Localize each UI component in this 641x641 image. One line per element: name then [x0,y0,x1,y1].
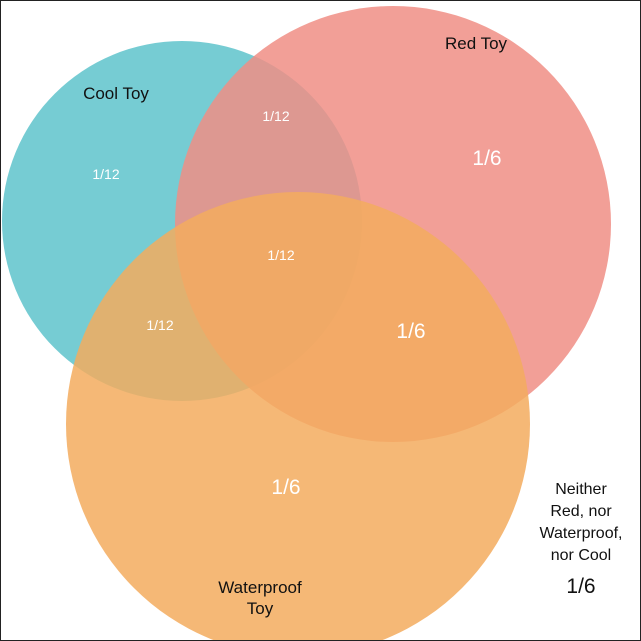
region-red-only: 1/6 [472,147,501,170]
region-cool-and-red: 1/12 [262,108,289,124]
outside-label-line4: nor Cool [551,547,611,564]
outside-label-line3: Waterproof, [540,525,623,542]
waterproof-toy-label-line1: Waterproof [218,578,302,597]
region-waterproof-only: 1/6 [271,476,300,499]
red-toy-label: Red Toy [445,34,508,53]
waterproof-toy-label-line2: Toy [247,599,274,618]
outside-label-line1: Neither [555,481,607,498]
region-all-three: 1/12 [267,247,294,263]
region-cool-only: 1/12 [92,166,119,182]
region-cool-and-waterproof: 1/12 [146,317,173,333]
region-red-and-waterproof: 1/6 [396,320,425,343]
outside-label-line2: Red, nor [550,503,612,520]
cool-toy-label: Cool Toy [83,84,149,103]
outside-value: 1/6 [566,575,595,598]
waterproof-toy-circle [66,192,530,640]
